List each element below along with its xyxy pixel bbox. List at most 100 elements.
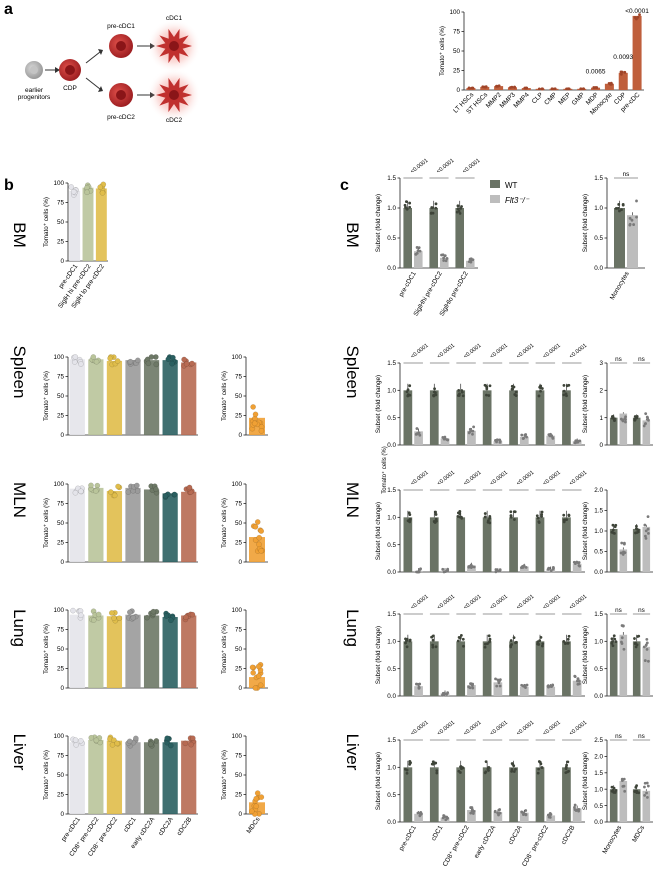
y-tick-label: 50 bbox=[235, 520, 243, 527]
bar-ko-2 bbox=[440, 438, 450, 445]
data-point bbox=[153, 738, 160, 744]
data-point bbox=[456, 514, 460, 518]
y-tick-label: 75 bbox=[57, 200, 65, 207]
bar-ko-3 bbox=[467, 809, 476, 822]
data-point bbox=[616, 206, 620, 210]
row-label-liver: Liver bbox=[10, 734, 29, 771]
bar-wt-2 bbox=[429, 767, 439, 822]
data-point bbox=[456, 394, 460, 397]
y-tick-label: 1.0 bbox=[387, 205, 396, 212]
bar-3 bbox=[106, 360, 123, 435]
bar-1 bbox=[69, 742, 85, 814]
bar-ko-2 bbox=[440, 257, 449, 268]
data-point bbox=[510, 643, 513, 646]
data-point bbox=[70, 607, 76, 614]
y-axis-title: Tomato⁺ cells (%) bbox=[43, 197, 50, 247]
data-point bbox=[417, 686, 421, 690]
x-tick-label: cDC2A bbox=[157, 816, 175, 837]
x-tick-label: CMP bbox=[543, 91, 558, 106]
row-label-lung: Lung bbox=[10, 609, 29, 647]
p-value-label: <0.0001 bbox=[489, 720, 509, 737]
data-point bbox=[189, 611, 196, 618]
data-point bbox=[252, 685, 259, 691]
bar-wt-3 bbox=[456, 641, 466, 696]
panel-label-c: c bbox=[340, 177, 349, 194]
data-point bbox=[404, 200, 408, 204]
data-point bbox=[459, 634, 463, 637]
y-axis-title: Subset (fold change) bbox=[582, 375, 589, 433]
data-point bbox=[461, 637, 465, 641]
y-tick-label: 0.0 bbox=[594, 569, 603, 576]
y-tick-label: 1.0 bbox=[387, 639, 396, 646]
data-point bbox=[442, 693, 446, 697]
data-point bbox=[487, 765, 491, 769]
bar-1 bbox=[69, 190, 81, 261]
y-axis-title: Subset (fold change) bbox=[582, 502, 589, 560]
y-tick-label: 1.0 bbox=[387, 765, 396, 772]
y-tick-label: 25 bbox=[57, 792, 65, 799]
chart-c-spleen-mono: 0 1 2 3 Subset (fold change) ns ns bbox=[582, 356, 653, 449]
p-value-label: <0.0001 bbox=[410, 158, 430, 175]
chart-c-lung-mono: 0.0 0.5 1.0 1.5 Subset (fold change) ns ns bbox=[582, 607, 653, 700]
data-point bbox=[405, 637, 409, 641]
data-point bbox=[632, 223, 636, 226]
data-point bbox=[484, 770, 488, 774]
y-tick-label: 0.5 bbox=[387, 542, 396, 549]
chart-b-spleen: 0 25 50 75 100 Tomato⁺ cells (%) bbox=[43, 354, 198, 439]
data-point bbox=[108, 610, 115, 616]
bar-ko-1 bbox=[627, 215, 638, 268]
data-point bbox=[416, 570, 420, 574]
row-label-liver-c: Liver bbox=[343, 734, 362, 771]
data-point bbox=[612, 786, 616, 790]
y-tick-label: 0 bbox=[599, 442, 603, 449]
data-point bbox=[471, 686, 475, 690]
y-tick-label: 0.5 bbox=[387, 235, 396, 242]
bar-ko-3 bbox=[467, 685, 476, 696]
data-point bbox=[434, 645, 438, 649]
data-point bbox=[619, 72, 623, 76]
data-point bbox=[253, 795, 260, 802]
data-point bbox=[620, 636, 624, 640]
y-tick-label: 75 bbox=[57, 753, 65, 760]
data-point bbox=[470, 809, 474, 813]
y-tick-label: 25 bbox=[235, 540, 243, 547]
y-tick-label: 25 bbox=[57, 540, 65, 547]
data-point bbox=[404, 641, 407, 645]
y-tick-label: 1.5 bbox=[387, 487, 396, 494]
data-point bbox=[611, 528, 615, 532]
bar-ko-3 bbox=[467, 430, 476, 445]
bar-ko-1 bbox=[619, 634, 628, 696]
data-point bbox=[432, 390, 436, 394]
data-point bbox=[442, 256, 446, 260]
y-tick-label: 100 bbox=[53, 354, 64, 361]
bar-wt-5 bbox=[509, 390, 518, 445]
data-point bbox=[609, 81, 613, 85]
data-point bbox=[637, 791, 641, 795]
y-tick-label: 50 bbox=[57, 393, 65, 400]
p-value-label: <0.0001 bbox=[542, 720, 562, 737]
data-point bbox=[460, 205, 463, 208]
x-tick-label: MEP bbox=[557, 91, 572, 106]
data-point bbox=[471, 432, 474, 436]
data-point bbox=[457, 636, 461, 639]
bar-cdp bbox=[618, 72, 628, 90]
data-point bbox=[567, 514, 571, 517]
data-point bbox=[167, 742, 174, 749]
p-value-label: 0.0093 bbox=[613, 54, 633, 61]
y-tick-label: 75 bbox=[235, 501, 243, 508]
data-point bbox=[258, 528, 265, 534]
data-point bbox=[115, 483, 121, 490]
data-point bbox=[72, 354, 79, 360]
y-tick-label: 1.0 bbox=[594, 639, 603, 646]
data-point bbox=[550, 87, 554, 91]
data-point bbox=[646, 527, 650, 531]
p-value-label: <0.0001 bbox=[436, 470, 456, 487]
p-value-label: <0.0001 bbox=[436, 158, 456, 175]
bar-2 bbox=[88, 487, 104, 562]
data-point bbox=[435, 771, 439, 775]
y-tick-label: 100 bbox=[53, 733, 64, 740]
data-point bbox=[577, 809, 580, 813]
data-point bbox=[181, 356, 187, 363]
data-point bbox=[562, 384, 566, 387]
